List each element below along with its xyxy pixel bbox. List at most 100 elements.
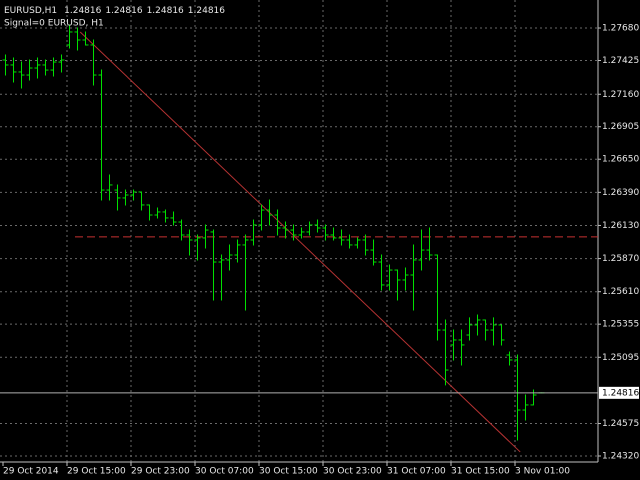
ohlc-bar [490,317,497,346]
ohlc-bar [506,351,513,366]
ohlc-bar [18,61,25,89]
y-tick-label: 1.27160 [602,90,639,100]
x-tick-label: 31 Oct 15:00 [451,467,510,477]
ohlc-bar [178,219,185,241]
ohlc-bar [114,184,121,211]
ohlc-bar [218,254,225,301]
ohlc-bar [26,59,33,81]
ohlc-bar [58,54,65,73]
ohlc-bar [106,174,113,201]
ohlc-bar [130,189,137,201]
ohlc-bar [34,57,41,79]
y-tick-label: 1.24575 [602,419,639,429]
ohlc-bar [530,389,537,406]
x-tick-label: 29 Oct 23:00 [131,467,190,477]
ohlc-bar [314,219,321,233]
price-tag-label: 1.24816 [602,388,639,398]
ohlc-bar [322,224,329,241]
y-tick-label: 1.26390 [602,188,639,198]
ohlc-bar [330,227,337,241]
ohlc-bar [466,317,473,341]
ohlc-bar [226,244,233,271]
y-tick-label: 1.24320 [602,452,639,462]
y-tick-label: 1.27680 [602,24,639,34]
ohlc-bar [82,31,89,46]
header-close: 1.24816 [188,6,225,16]
ohlc-bar [298,227,305,239]
ohlc-bar [514,354,521,441]
ohlc-bar [10,57,17,83]
ohlc-bar [290,224,297,241]
ohlc-bar [522,394,529,421]
ohlc-bar [442,319,449,386]
trend-line [79,31,521,453]
ohlc-bar [2,54,9,76]
y-tick-label: 1.25870 [602,254,639,264]
ohlc-bar [210,229,217,301]
ohlc-bar [50,57,57,77]
x-tick-label: 30 Oct 15:00 [259,467,318,477]
chart-header: EURUSD,H1 1.24816 1.24816 1.24816 1.24816 [4,6,225,16]
ohlc-bar [66,24,73,49]
ohlc-bar [162,209,169,223]
ohlc-bar [146,204,153,221]
ohlc-bar [154,207,161,219]
ohlc-bar [250,219,257,246]
x-tick-label: 30 Oct 23:00 [323,467,382,477]
header-open: 1.24816 [64,6,101,16]
y-tick-label: 1.25095 [602,353,639,363]
ohlc-bar [170,211,177,226]
ohlc-bar [258,204,265,231]
x-tick-label: 30 Oct 07:00 [195,467,254,477]
price-tag [599,386,639,399]
x-tick-label: 29 Oct 2014 [3,467,59,477]
header-low: 1.24816 [147,6,184,16]
y-tick-label: 1.26650 [602,155,639,165]
ohlc-bar [138,191,145,211]
ohlc-bar [282,221,289,239]
ohlc-bar [370,239,377,266]
ohlc-bar [418,229,425,271]
y-tick-label: 1.25355 [602,320,639,330]
ohlc-bar [274,209,281,236]
ohlc-bar [234,239,241,263]
x-tick-label: 31 Oct 07:00 [387,467,446,477]
ohlc-bar [194,234,201,261]
x-tick-label: 3 Nov 01:00 [515,467,570,477]
ohlc-bar [378,254,385,291]
ohlc-bar [74,27,81,51]
x-tick-label: 29 Oct 15:00 [67,467,126,477]
ohlc-bar [450,329,457,361]
ohlc-bar [394,269,401,301]
ohlc-bar [90,39,97,86]
ohlc-bar [306,221,313,236]
ohlc-bar [202,224,209,249]
ohlc-bar [346,234,353,249]
ohlc-bar [122,189,129,206]
ohlc-bar [402,267,409,291]
y-tick-label: 1.25610 [602,287,639,297]
header-high: 1.24816 [105,6,142,16]
y-tick-label: 1.26905 [602,122,639,132]
symbol: EURUSD,H1 [4,6,57,16]
ohlc-bar [98,69,105,201]
indicator-label: Signal=0 EURUSD, H1 [4,19,104,29]
ohlc-bar [426,227,433,261]
ohlc-bar [434,254,441,341]
ohlc-bar [498,324,505,346]
ohlc-bar [386,264,393,291]
ohlc-bar [338,229,345,246]
y-tick-label: 1.26130 [602,221,639,231]
ohlc-bar [186,229,193,256]
y-tick-label: 1.27425 [602,56,639,66]
ohlc-bar [482,319,489,341]
ohlc-bar [474,314,481,336]
ohlc-bar [458,329,465,366]
ohlc-bar [362,234,369,256]
ohlc-bar [266,199,273,226]
ohlc-bar [42,59,49,76]
ohlc-bar [242,234,249,311]
ohlc-bar [410,244,417,311]
